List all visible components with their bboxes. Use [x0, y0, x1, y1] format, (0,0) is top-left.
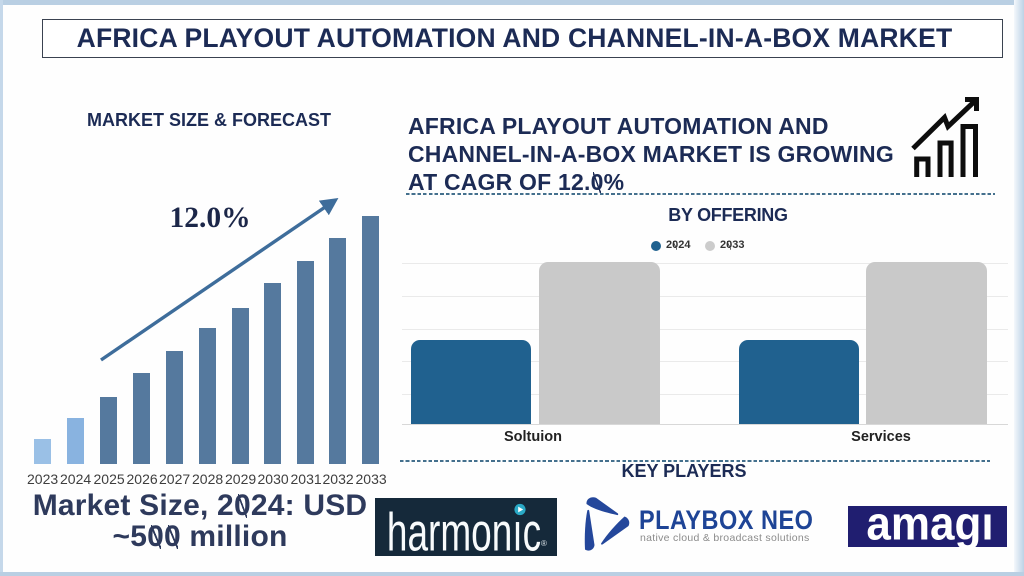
svg-text:amagı: amagı [866, 506, 993, 550]
svg-text:®: ® [541, 539, 547, 548]
